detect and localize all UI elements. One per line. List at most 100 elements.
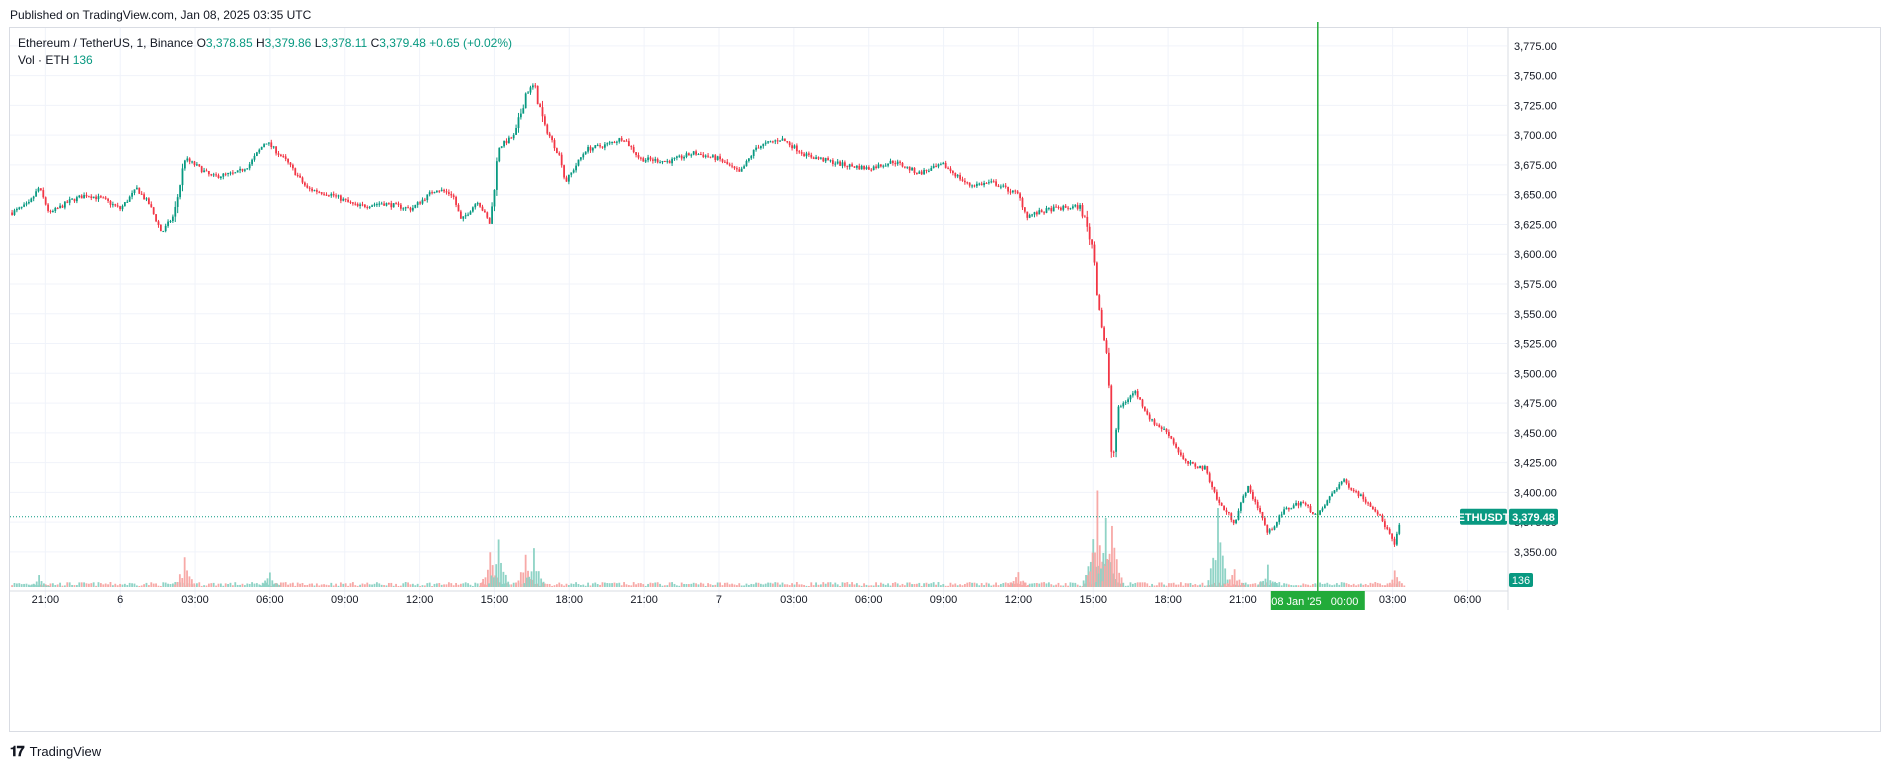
volume-bar bbox=[776, 582, 779, 587]
candle-body bbox=[995, 181, 997, 186]
legend-low-value: 3,378.11 bbox=[321, 36, 368, 50]
candle-body bbox=[870, 169, 873, 171]
volume-bar bbox=[630, 585, 633, 587]
candle-body bbox=[606, 143, 609, 145]
candle-body bbox=[923, 169, 925, 175]
volume-spike bbox=[1095, 581, 1098, 587]
volume-bar bbox=[471, 585, 474, 587]
volume-bar bbox=[1225, 585, 1228, 587]
volume-spike bbox=[1403, 585, 1406, 587]
volume-bar bbox=[983, 585, 985, 587]
candle-body bbox=[1369, 503, 1372, 507]
candle-body bbox=[481, 206, 484, 211]
volume-bar bbox=[858, 585, 861, 587]
candle-body bbox=[949, 168, 952, 172]
volume-bar bbox=[219, 583, 222, 587]
volume-bar bbox=[1278, 582, 1281, 587]
volume-bar bbox=[1285, 583, 1288, 587]
volume-bar bbox=[327, 585, 330, 587]
candle-body bbox=[1064, 205, 1067, 208]
volume-bar bbox=[15, 583, 18, 587]
volume-bar bbox=[337, 585, 340, 587]
volume-bar bbox=[1201, 582, 1204, 587]
candle-body bbox=[702, 154, 705, 157]
candle-body bbox=[798, 151, 801, 153]
candle-body bbox=[1016, 191, 1019, 194]
volume-bar bbox=[1035, 582, 1038, 587]
volume-bar bbox=[1328, 584, 1331, 587]
candle-body bbox=[83, 195, 85, 199]
volume-spike bbox=[500, 562, 502, 587]
candle-body bbox=[915, 173, 918, 175]
volume-bar bbox=[875, 582, 877, 587]
volume-bar bbox=[205, 585, 208, 587]
candle-body bbox=[1254, 499, 1257, 502]
candle-body bbox=[584, 151, 587, 155]
symbol-tag-badge bbox=[1460, 508, 1507, 525]
volume-bar bbox=[678, 585, 681, 587]
candle-body bbox=[318, 191, 321, 193]
volume-spike bbox=[1259, 581, 1262, 587]
candle-body bbox=[255, 152, 258, 156]
x-tick-label: 03:00 bbox=[780, 594, 808, 606]
candle-body bbox=[159, 224, 162, 232]
volume-bar bbox=[704, 585, 707, 587]
candle-body bbox=[555, 148, 558, 154]
legend-volume-label[interactable]: Vol · ETH bbox=[18, 53, 70, 67]
volume-bar bbox=[1295, 585, 1297, 587]
volume-bar bbox=[901, 583, 904, 587]
volume-bar bbox=[440, 584, 443, 587]
candle-body bbox=[411, 207, 414, 211]
volume-spike bbox=[1396, 577, 1399, 587]
volume-spike bbox=[1224, 584, 1226, 587]
volume-bar bbox=[757, 582, 760, 587]
volume-spike bbox=[533, 548, 535, 587]
candle-body bbox=[150, 204, 153, 208]
volume-spike bbox=[1401, 583, 1403, 587]
candle-body bbox=[63, 201, 66, 208]
candle-body bbox=[935, 165, 937, 167]
candle-body bbox=[776, 140, 779, 142]
volume-bar bbox=[659, 583, 661, 587]
volume-spike bbox=[174, 584, 176, 587]
volume-bar bbox=[685, 584, 688, 587]
candle-body bbox=[39, 188, 42, 191]
volume-bar bbox=[152, 583, 155, 587]
candle-body bbox=[222, 173, 225, 177]
volume-bar bbox=[99, 583, 102, 587]
volume-bar bbox=[1283, 583, 1285, 587]
candle-body bbox=[755, 147, 757, 150]
tradingview-brand[interactable]: 𝟏𝟕 TradingView bbox=[10, 743, 101, 760]
volume-bar bbox=[92, 582, 95, 587]
volume-bar bbox=[467, 583, 469, 587]
candle-body bbox=[325, 194, 328, 196]
candle-body bbox=[896, 161, 899, 164]
candle-body bbox=[728, 164, 731, 166]
candle-body bbox=[999, 186, 1002, 188]
volume-bar bbox=[836, 584, 839, 587]
candle-body bbox=[1386, 527, 1389, 530]
candle-body bbox=[210, 174, 213, 176]
candle-body bbox=[879, 164, 882, 167]
volume-bar bbox=[891, 582, 894, 587]
x-tick-label: 18:00 bbox=[556, 594, 584, 606]
candle-body bbox=[1175, 443, 1177, 448]
volume-bar bbox=[642, 584, 645, 587]
volume-spike bbox=[542, 581, 545, 587]
volume-bar bbox=[1287, 584, 1290, 587]
volume-bar bbox=[255, 583, 258, 587]
volume-spike bbox=[1089, 571, 1092, 587]
candle-body bbox=[1151, 419, 1153, 421]
legend-symbol[interactable]: Ethereum / TetherUS, 1, Binance bbox=[18, 36, 194, 50]
candle-body bbox=[467, 214, 469, 216]
candle-body bbox=[759, 146, 762, 149]
volume-bar bbox=[1170, 583, 1173, 587]
candle-body bbox=[1026, 211, 1029, 218]
volume-spike bbox=[1393, 570, 1396, 587]
candle-body bbox=[987, 182, 990, 184]
candle-body bbox=[519, 113, 522, 118]
candle-body bbox=[795, 145, 798, 152]
volume-spike bbox=[1269, 580, 1272, 587]
